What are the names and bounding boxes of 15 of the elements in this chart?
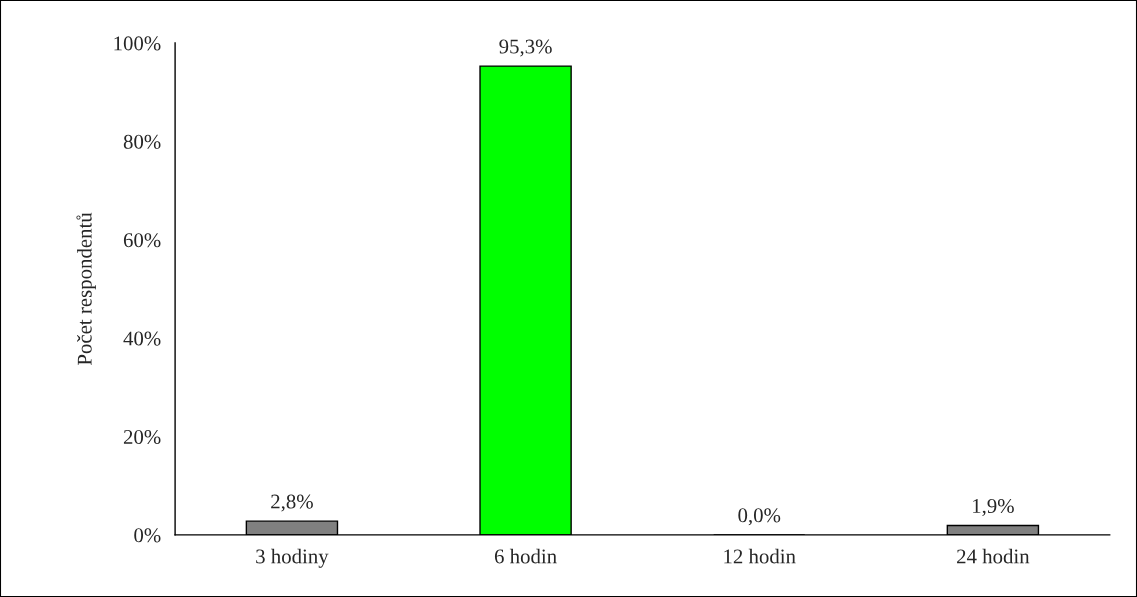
data-label: 0,0% xyxy=(738,508,781,526)
x-tick-label: 24 hodin xyxy=(957,548,1030,564)
data-label: 95,3% xyxy=(499,39,552,57)
y-tick-label: 100% xyxy=(114,36,161,51)
data-label: 2,8% xyxy=(271,494,313,512)
x-tick-label: 3 hodiny xyxy=(256,548,329,568)
x-tick-label: 12 hodin xyxy=(724,548,796,564)
y-tick-label: 60% xyxy=(123,233,161,248)
y-tick-label: 40% xyxy=(123,331,161,346)
y-tick-label: 80% xyxy=(123,134,161,149)
y-tick-label: 20% xyxy=(123,429,161,445)
y-tick-label: 0% xyxy=(134,528,161,543)
y-axis-title: Počet respondentů xyxy=(76,212,96,366)
data-label: 1,9% xyxy=(973,498,1014,516)
x-tick-label: 6 hodin xyxy=(494,548,557,564)
